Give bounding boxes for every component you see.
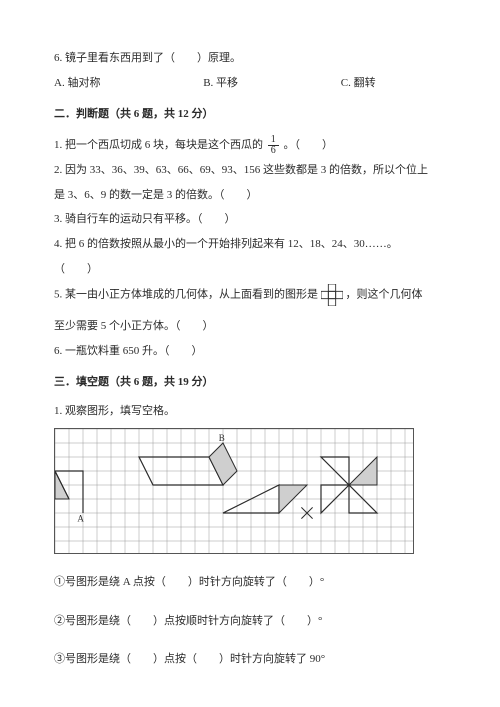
s2q4-l1: 4. 把 6 的倍数按照从最小的一个开始排列起来有 12、18、24、30……。 bbox=[54, 234, 446, 255]
q6-text: 6. 镜子里看东西用到了（ ）原理。 bbox=[54, 48, 446, 69]
s2q6: 6. 一瓶饮料重 650 升。（ ） bbox=[54, 341, 446, 362]
cross-shape-icon bbox=[321, 284, 343, 306]
frac-den: 6 bbox=[268, 146, 279, 156]
s2q3: 3. 骑自行车的运动只有平移。（ ） bbox=[54, 209, 446, 230]
q6-opt-c: C. 翻转 bbox=[341, 73, 376, 94]
s2q5-l2: 至少需要 5 个小正方体。（ ） bbox=[54, 316, 446, 337]
s2q5: 5. 某一由小正方体堆成的几何体，从上面看到的图形是 ，则这个几何体 bbox=[54, 284, 446, 306]
q6-opt-b: B. 平移 bbox=[203, 73, 238, 94]
svg-text:A: A bbox=[77, 513, 84, 523]
grid-figure: AB bbox=[54, 428, 414, 554]
page-root: 6. 镜子里看东西用到了（ ）原理。 A. 轴对称 B. 平移 C. 翻转 二．… bbox=[0, 0, 500, 704]
s2q4-l2: （ ） bbox=[54, 259, 446, 280]
s3q1: 1. 观察图形，填写空格。 bbox=[54, 401, 446, 422]
s3sub1: ①号图形是绕 A 点按（ ）时针方向旋转了（ ）° bbox=[54, 572, 446, 593]
s2q1: 1. 把一个西瓜切成 6 块，每块是这个西瓜的 1 6 。（ ） bbox=[54, 135, 446, 156]
s3sub3: ③号图形是绕（ ）点按（ ）时针方向旋转了 90° bbox=[54, 649, 446, 670]
fraction-icon: 1 6 bbox=[268, 135, 279, 156]
s2q1-post: 。（ ） bbox=[284, 139, 334, 151]
s2q2-l2: 是 3、6、9 的数一定是 3 的倍数。（ ） bbox=[54, 185, 446, 206]
s3sub2: ②号图形是绕（ ）点按顺时针方向旋转了（ ）° bbox=[54, 611, 446, 632]
q6-opt-a: A. 轴对称 bbox=[54, 73, 100, 94]
svg-text:B: B bbox=[219, 433, 225, 443]
grid-svg-icon: AB bbox=[55, 429, 413, 553]
s2q1-pre: 1. 把一个西瓜切成 6 块，每块是这个西瓜的 bbox=[54, 139, 263, 151]
q6-options: A. 轴对称 B. 平移 C. 翻转 bbox=[54, 73, 446, 94]
section3-title: 三．填空题（共 6 题，共 19 分） bbox=[54, 372, 446, 393]
s2q5-pre: 5. 某一由小正方体堆成的几何体，从上面看到的图形是 bbox=[54, 289, 318, 301]
s2q2-l1: 2. 因为 33、36、39、63、66、69、93、156 这些数都是 3 的… bbox=[54, 160, 446, 181]
s2q5-post: ，则这个几何体 bbox=[346, 289, 423, 301]
section2-title: 二．判断题（共 6 题，共 12 分） bbox=[54, 104, 446, 125]
